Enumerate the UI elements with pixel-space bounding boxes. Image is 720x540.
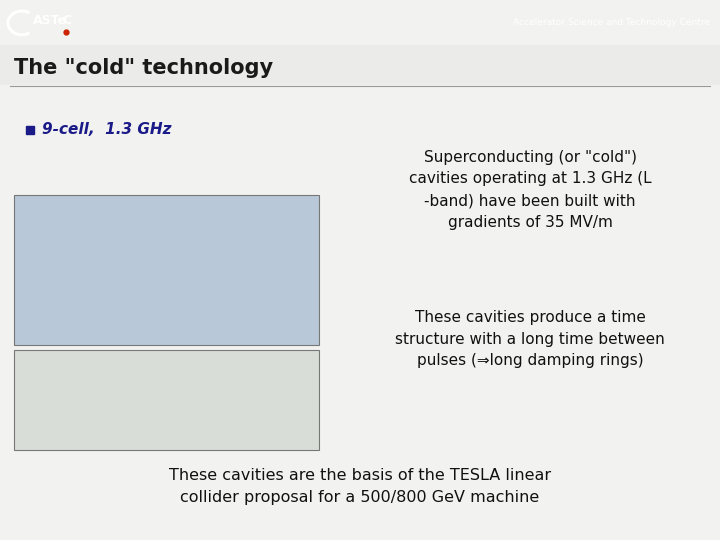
Text: ASTe: ASTe [33, 15, 67, 28]
Text: The "cold" technology: The "cold" technology [14, 58, 273, 78]
Text: 9-cell,  1.3 GHz: 9-cell, 1.3 GHz [42, 123, 171, 137]
Bar [14, 350, 319, 450]
Bar [14, 195, 319, 345]
Text: These cavities are the basis of the TESLA linear
collider proposal for a 500/800: These cavities are the basis of the TESL… [169, 468, 551, 505]
Text: These cavities produce a time
structure with a long time between
pulses (⇒long d: These cavities produce a time structure … [395, 310, 665, 368]
Bar [0, 45, 720, 85]
Text: Accelerator Science and Technology Centre: Accelerator Science and Technology Centr… [513, 18, 710, 28]
Text: Superconducting (or "cold")
cavities operating at 1.3 GHz (L
-band) have been bu: Superconducting (or "cold") cavities ope… [409, 150, 652, 230]
Text: C: C [62, 15, 71, 28]
